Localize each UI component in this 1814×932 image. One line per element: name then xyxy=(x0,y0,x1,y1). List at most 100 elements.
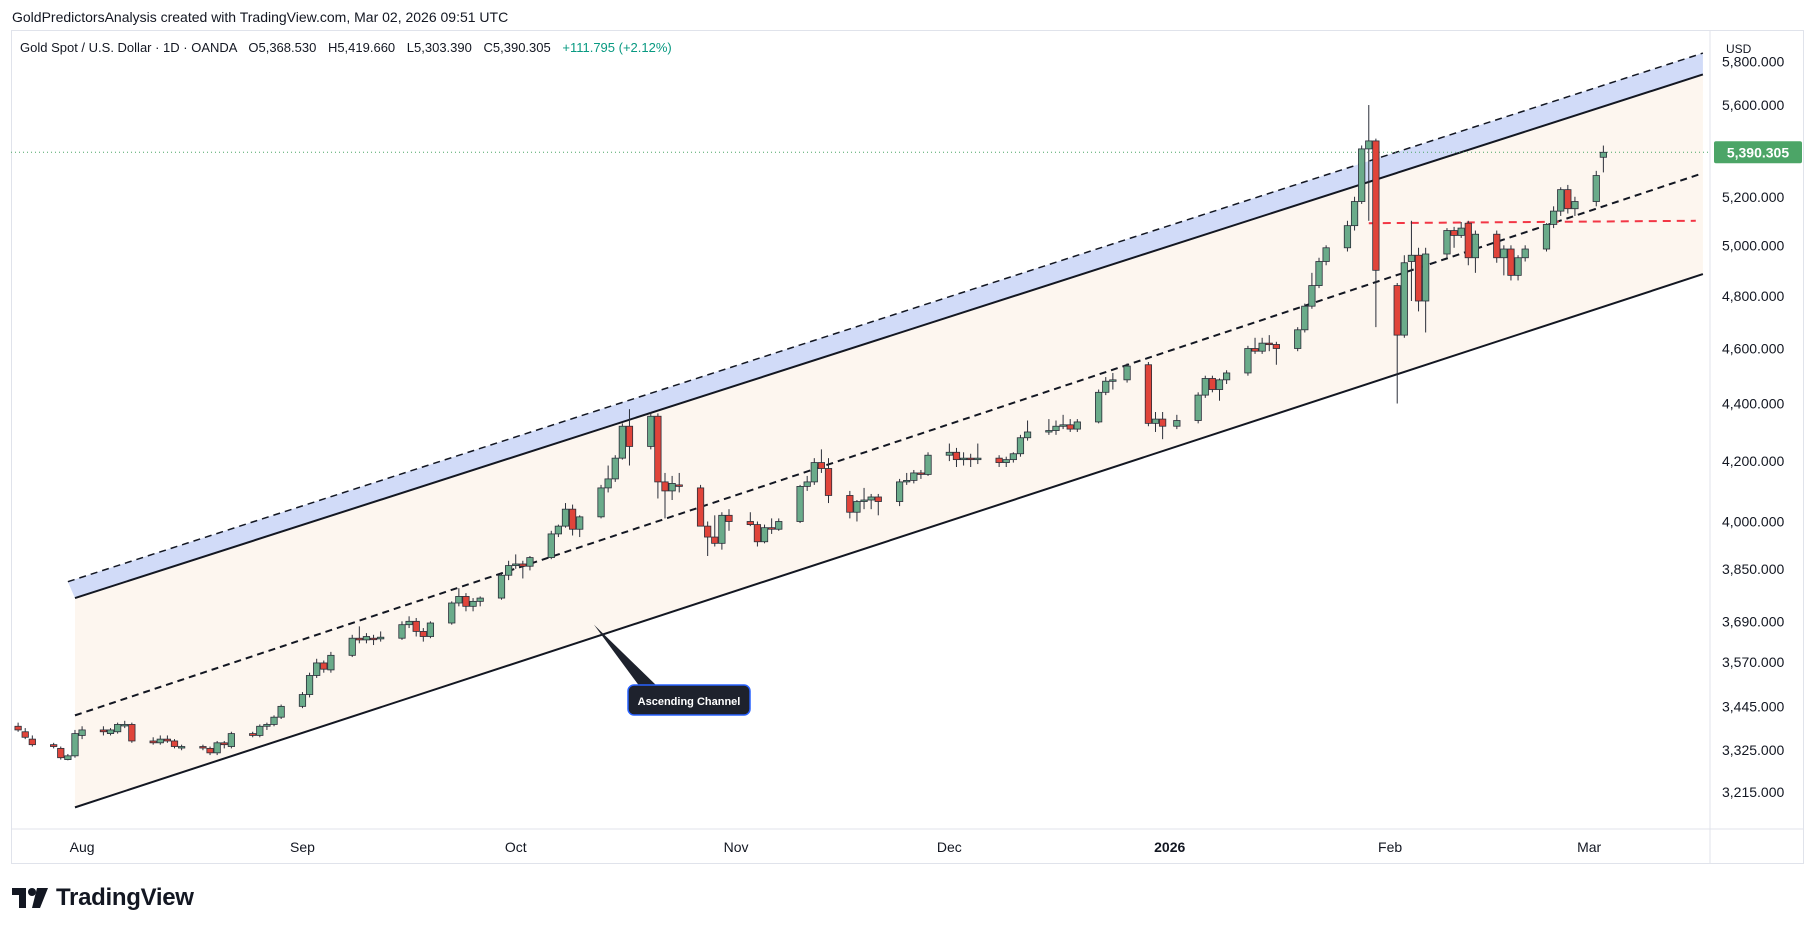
symbol-legend[interactable]: Gold Spot / U.S. Dollar · 1D · OANDA O5,… xyxy=(20,40,672,55)
candle-body xyxy=(718,514,726,544)
candle-body xyxy=(199,746,207,749)
candle-up xyxy=(1308,272,1316,309)
candle-body xyxy=(156,738,164,744)
candle-down xyxy=(696,484,705,527)
candle-down xyxy=(874,493,882,516)
candle-body xyxy=(895,481,904,502)
candle-body xyxy=(1223,372,1231,381)
candle-body xyxy=(768,527,776,530)
candle-up xyxy=(1521,245,1529,262)
price-tick-label: 5,000.000 xyxy=(1722,237,1784,253)
price-tick-label: 3,690.000 xyxy=(1722,613,1784,629)
candle-down xyxy=(675,472,683,493)
currency-label[interactable]: USD xyxy=(1726,42,1752,56)
channel-upper-line xyxy=(74,73,1704,600)
candle-up xyxy=(1215,378,1224,401)
candle-body xyxy=(519,563,527,567)
candle-body xyxy=(1009,453,1017,461)
candle-up xyxy=(1407,220,1416,301)
channel-middle-dashed-line xyxy=(74,172,1704,717)
candle-up xyxy=(1315,257,1323,289)
chart-caption: GoldPredictorsAnalysis created with Trad… xyxy=(12,9,509,25)
candle-body xyxy=(398,624,406,639)
candle-body xyxy=(1016,437,1025,455)
candle-body xyxy=(1407,254,1416,262)
candle-body xyxy=(604,478,612,489)
candle-body xyxy=(497,574,506,599)
tradingview-logo[interactable]: TradingView xyxy=(12,884,194,912)
candle-body xyxy=(561,508,570,527)
candle-body xyxy=(817,462,826,469)
candle-down xyxy=(369,634,378,646)
candle-down xyxy=(967,453,975,468)
candle-body xyxy=(824,468,833,496)
candle-up xyxy=(327,651,335,673)
candle-up xyxy=(405,616,413,629)
candle-body xyxy=(1073,421,1081,430)
candle-down xyxy=(220,740,228,749)
candle-down xyxy=(568,504,577,536)
candle-up xyxy=(959,452,968,466)
candle-body xyxy=(1308,285,1316,307)
candle-body xyxy=(170,740,179,747)
candle-down xyxy=(57,746,65,760)
candle-body xyxy=(419,631,427,637)
candle-body xyxy=(1500,248,1508,259)
time-tick-label: Feb xyxy=(1378,839,1402,855)
candle-down xyxy=(846,490,854,519)
candle-body xyxy=(1457,227,1465,236)
candle-up xyxy=(1443,228,1451,258)
price-tick-label: 3,215.000 xyxy=(1722,784,1784,800)
candle-body xyxy=(206,747,214,754)
annotation-text: Ascending Channel xyxy=(638,696,741,708)
candle-up xyxy=(1194,392,1202,424)
candle-up xyxy=(156,735,164,745)
candle-up xyxy=(1322,245,1330,266)
candle-body xyxy=(1521,248,1529,259)
candle-body xyxy=(959,457,968,461)
candle-up xyxy=(853,500,861,522)
last-price-tag: 5,390.305 xyxy=(1714,141,1802,164)
candle-down xyxy=(661,472,669,519)
candle-up xyxy=(860,487,868,510)
candle-body xyxy=(1301,305,1309,331)
candle-down xyxy=(1464,220,1472,266)
candle-body xyxy=(810,462,818,483)
candle-up xyxy=(455,588,463,607)
candle-up xyxy=(1365,105,1373,221)
candle-up xyxy=(1151,411,1160,432)
candle-body xyxy=(924,454,932,475)
candle-body xyxy=(597,487,605,518)
candle-up xyxy=(604,465,612,493)
candle-body xyxy=(1258,342,1266,352)
candle-body xyxy=(263,724,271,727)
candle-down xyxy=(1066,419,1074,432)
candle-up xyxy=(178,744,186,751)
price-tick-label: 5,600.000 xyxy=(1722,97,1784,113)
candle-body xyxy=(568,508,577,530)
candle-body xyxy=(867,496,875,501)
candle-down xyxy=(163,735,171,743)
candle-down xyxy=(1144,362,1153,427)
candle-body xyxy=(675,484,683,487)
price-tick-label: 4,600.000 xyxy=(1722,341,1784,357)
candle-body xyxy=(178,746,186,749)
candle-up xyxy=(1400,255,1408,338)
candle-down xyxy=(753,521,762,547)
time-tick-label: Mar xyxy=(1577,839,1601,855)
candle-up xyxy=(512,554,520,569)
candle-body xyxy=(163,738,171,742)
candle-body xyxy=(1542,224,1551,250)
candle-body xyxy=(114,724,122,733)
candle-up xyxy=(298,692,307,709)
candle-body xyxy=(1151,418,1160,424)
candle-body xyxy=(50,744,58,747)
candle-body xyxy=(910,472,918,481)
resistance-layer xyxy=(1368,219,1696,225)
candle-body xyxy=(1095,391,1103,423)
candle-up xyxy=(974,443,982,465)
candle-down xyxy=(14,722,22,732)
candle-body xyxy=(57,747,65,759)
candle-up xyxy=(910,469,918,484)
